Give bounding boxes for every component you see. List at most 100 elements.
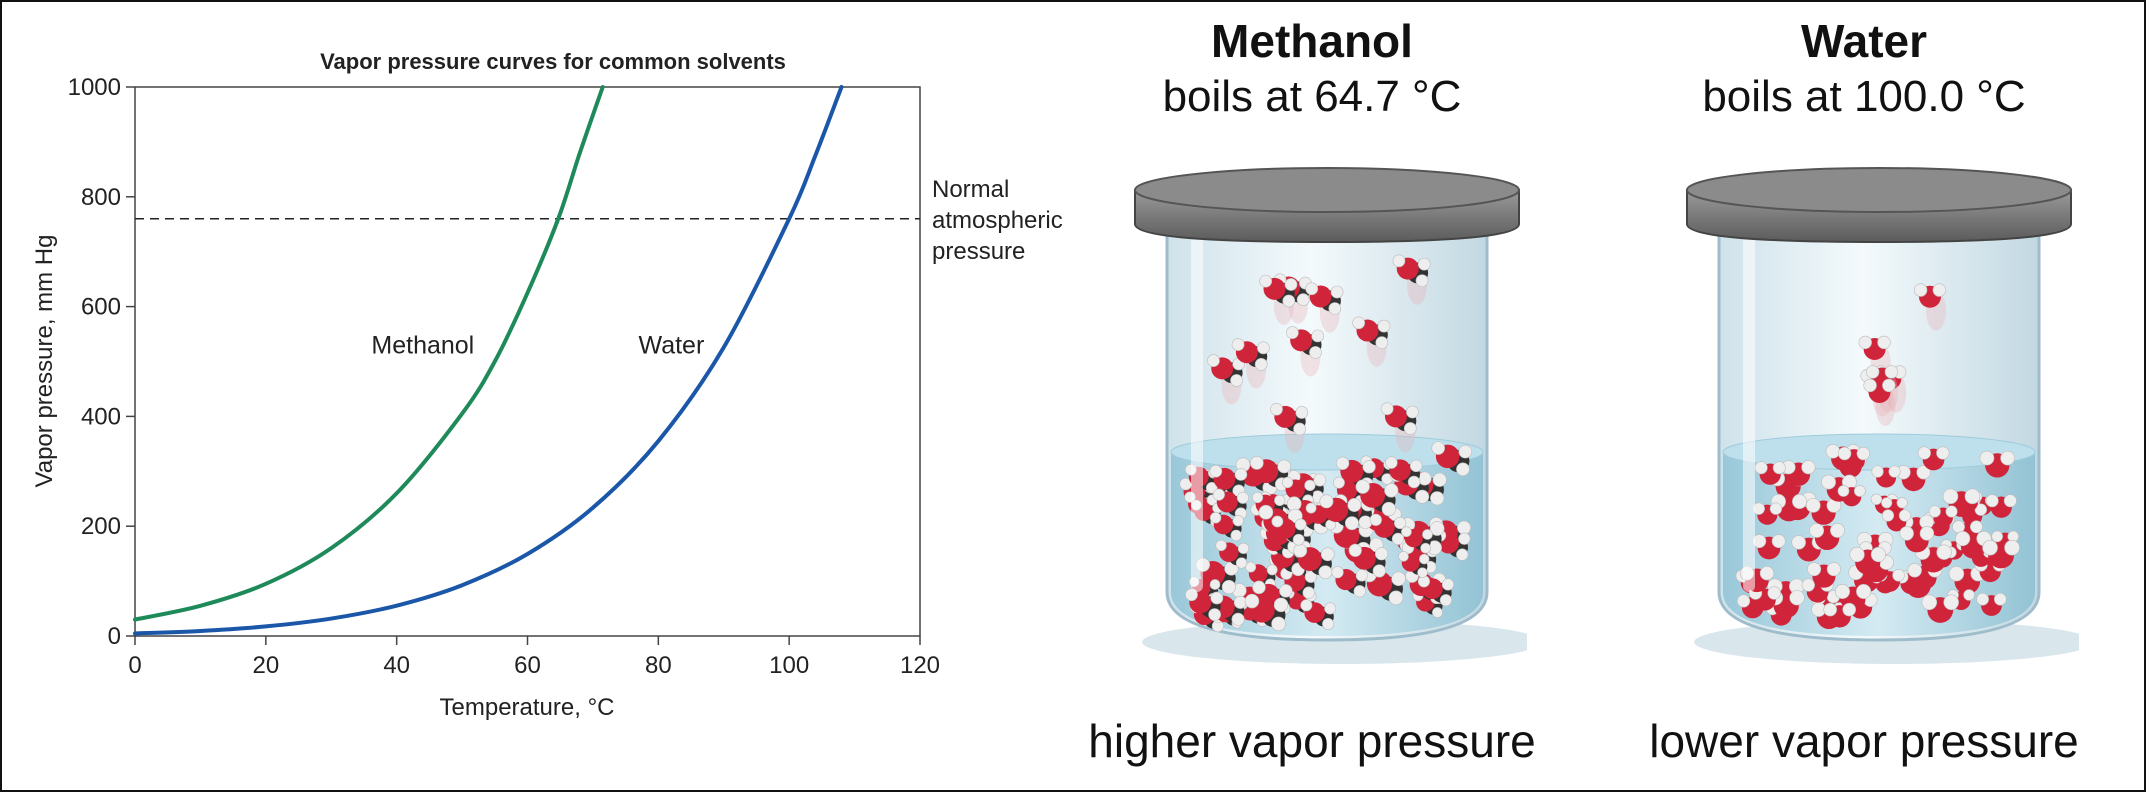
vapor-molecule xyxy=(1352,316,1391,349)
y-tick-label: 600 xyxy=(81,294,121,321)
x-tick-label: 80 xyxy=(645,652,672,679)
liquid-molecule xyxy=(1185,588,1224,621)
liquid-molecule xyxy=(1212,488,1249,520)
liquid-molecule xyxy=(1215,539,1250,569)
y-tick-label: 200 xyxy=(81,513,121,540)
liquid-molecule xyxy=(1331,566,1368,598)
vapor-molecule xyxy=(1286,326,1325,359)
series-line-methanol xyxy=(133,85,605,622)
water-jar xyxy=(1686,167,2079,664)
liquid-molecule xyxy=(1209,512,1244,542)
liquid-molecule xyxy=(1369,513,1407,545)
vapor-molecule xyxy=(1863,378,1896,404)
vapor-molecule xyxy=(1270,402,1309,436)
liquid-molecule xyxy=(1985,494,2017,518)
liquid-molecule xyxy=(1752,534,1786,560)
liquid-molecule xyxy=(1398,551,1430,578)
series-lines xyxy=(133,85,844,636)
y-tick-label: 400 xyxy=(81,403,121,430)
x-tick-label: 0 xyxy=(128,652,141,679)
liquid-molecule xyxy=(1914,544,1952,573)
x-axis: 0 20 40 60 80 100 120 xyxy=(128,636,940,679)
methanol-jar xyxy=(1134,167,1527,664)
vapor-molecule xyxy=(1858,335,1891,361)
liquid-molecule xyxy=(1948,565,1986,595)
vapor-molecule xyxy=(1392,254,1431,288)
liquid-molecule xyxy=(1209,464,1248,498)
liquid-molecule xyxy=(1431,441,1473,477)
y-tick-label: 0 xyxy=(108,623,121,650)
liquid-molecule xyxy=(1837,446,1870,472)
liquid-molecule xyxy=(1823,602,1856,628)
water-jar-title: Water xyxy=(1800,15,1928,67)
methanol-boiling-point: boils at 64.7 °C xyxy=(1162,72,1462,121)
x-tick-label: 60 xyxy=(514,652,541,679)
x-axis-label: Temperature, °C xyxy=(440,694,615,721)
water-caption: lower vapor pressure xyxy=(1649,715,2079,767)
liquid-molecule xyxy=(1355,479,1399,517)
liquid-molecule xyxy=(1319,494,1362,531)
water-boiling-point: boils at 100.0 °C xyxy=(1702,72,2026,121)
liquid-molecule xyxy=(1752,502,1783,525)
liquid-molecule xyxy=(1881,509,1912,532)
liquid-molecule xyxy=(1979,450,2015,478)
liquid-molecule xyxy=(1921,594,1959,623)
vapor-pressure-chart: Vapor pressure curves for common solvent… xyxy=(31,49,1063,721)
vapor-molecule xyxy=(1305,282,1344,315)
liquid-molecule xyxy=(1433,529,1471,561)
water-panel: Water boils at 100.0 °C lower vapor pres… xyxy=(1584,2,2144,790)
liquid-molecule xyxy=(1976,592,2007,616)
liquid-molecule xyxy=(1195,557,1239,595)
vapor-molecule xyxy=(1231,338,1270,371)
liquid-molecule xyxy=(1917,446,1950,471)
liquid-molecule xyxy=(1837,485,1866,507)
liquid-molecule xyxy=(1871,465,1901,488)
liquid-molecule xyxy=(1385,456,1423,489)
liquid-molecule xyxy=(1805,498,1842,525)
atmospheric-pressure-label-line: pressure xyxy=(932,238,1025,265)
liquid-molecule xyxy=(1942,488,1981,517)
liquid-molecule xyxy=(1401,526,1433,554)
liquid-molecule xyxy=(1955,530,1992,559)
glass-highlight xyxy=(1743,232,1755,592)
series-label-water: Water xyxy=(639,331,705,359)
vapor-molecule xyxy=(1380,402,1419,435)
series-line-water xyxy=(133,85,844,636)
atmospheric-pressure-label-line: Normal xyxy=(932,176,1009,203)
series-label-methanol: Methanol xyxy=(371,331,474,359)
methanol-heading: Methanol boils at 64.7 °C xyxy=(1032,14,1592,126)
liquid-molecule xyxy=(1781,460,1816,486)
chart-title: Vapor pressure curves for common solvent… xyxy=(320,49,786,74)
glass-highlight xyxy=(1191,232,1203,592)
liquid-molecule xyxy=(1748,586,1781,611)
atmospheric-pressure-label: Normal atmospheric pressure xyxy=(932,176,1063,265)
water-heading: Water boils at 100.0 °C xyxy=(1584,14,2144,126)
liquid-molecule xyxy=(1300,599,1337,630)
liquid-molecule xyxy=(1271,515,1307,546)
y-tick-label: 1000 xyxy=(68,74,121,101)
liquid-molecule xyxy=(1348,543,1389,578)
x-tick-label: 100 xyxy=(769,652,809,679)
vapor-molecule xyxy=(1913,283,1947,308)
liquid-molecule xyxy=(1807,562,1841,588)
x-tick-label: 40 xyxy=(383,652,410,679)
atmospheric-pressure-label-line: atmospheric xyxy=(932,207,1063,234)
y-tick-label: 800 xyxy=(81,184,121,211)
methanol-panel: Methanol boils at 64.7 °C higher vapor p… xyxy=(1032,2,1592,790)
liquid-molecule xyxy=(1849,546,1887,575)
liquid-molecule xyxy=(1982,539,2020,569)
x-tick-label: 120 xyxy=(900,652,940,679)
vapor-molecule xyxy=(1259,274,1298,308)
liquid-molecule xyxy=(1417,575,1455,607)
liquid-molecule xyxy=(1809,523,1845,550)
liquid-molecule xyxy=(1293,543,1335,580)
x-tick-label: 20 xyxy=(252,652,279,679)
liquid-molecule xyxy=(1928,505,1958,528)
y-axis-label: Vapor pressure, mm Hg xyxy=(31,235,58,488)
vapor-molecule xyxy=(1207,354,1246,387)
liquid-molecule xyxy=(1244,593,1289,632)
jar-lid-top xyxy=(1686,167,2072,213)
jar-lid-top xyxy=(1134,167,1520,213)
y-axis: 0 200 400 600 800 1000 xyxy=(68,74,135,650)
